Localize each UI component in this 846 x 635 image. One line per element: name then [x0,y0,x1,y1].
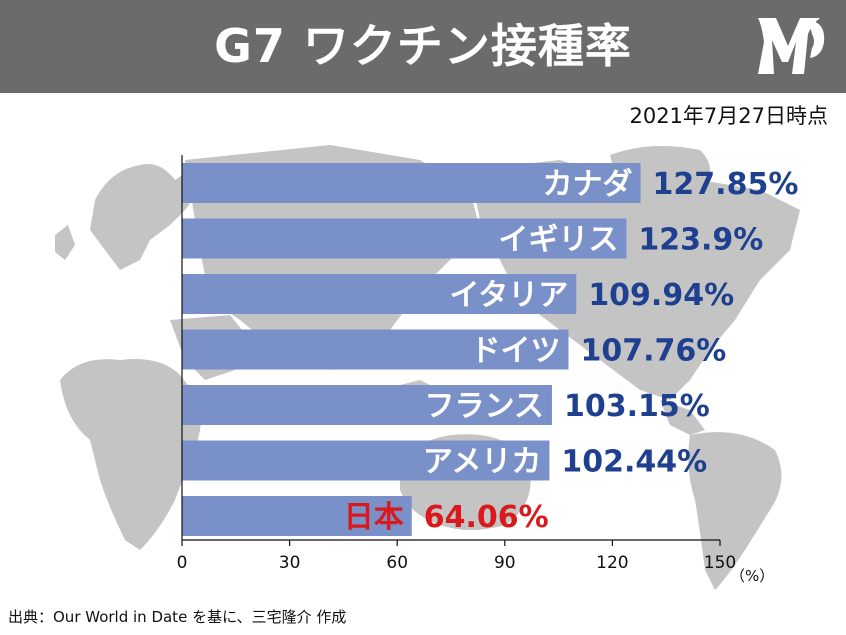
x-axis-unit: （%） [730,567,775,585]
x-tick-label: 150 [704,553,736,573]
bar-2 [182,274,577,314]
bar-category-label: カナダ [543,167,633,202]
x-tick-label: 0 [177,553,188,573]
x-tick-label: 90 [494,553,516,573]
source-note: 出典：Our World in Date を基に、三宅隆介 作成 [8,608,347,626]
date-label: 2021年7月27日時点 [629,104,828,128]
brand-logo-icon [758,18,825,74]
page-title: G7 ワクチン接種率 [214,19,632,73]
bar-value-label: 109.94% [588,278,734,313]
bar-1 [182,218,627,259]
bar-value-label: 123.9% [638,223,763,258]
title-bar [0,0,846,93]
bar-3 [182,329,569,370]
x-tick-label: 30 [279,553,301,573]
bar-6 [182,496,412,536]
bar-4 [182,385,552,425]
bar-value-label: 127.85% [653,167,799,202]
bar-category-label: アメリカ [423,445,542,480]
bar-category-label: 日本 [344,500,404,535]
bar-category-label: イギリス [498,223,618,258]
bar-value-label: 64.06% [424,500,549,535]
bar-value-label: 102.44% [561,445,707,480]
x-tick-label: 60 [386,553,408,573]
bar-0 [182,163,641,203]
bar-category-label: イタリア [450,278,569,313]
bar-category-label: ドイツ [470,334,560,369]
bar-5 [182,440,550,481]
bar-category-label: フランス [425,389,544,424]
x-tick-label: 120 [596,553,628,573]
bar-value-label: 107.76% [580,334,726,369]
bar-value-label: 103.15% [564,389,710,424]
